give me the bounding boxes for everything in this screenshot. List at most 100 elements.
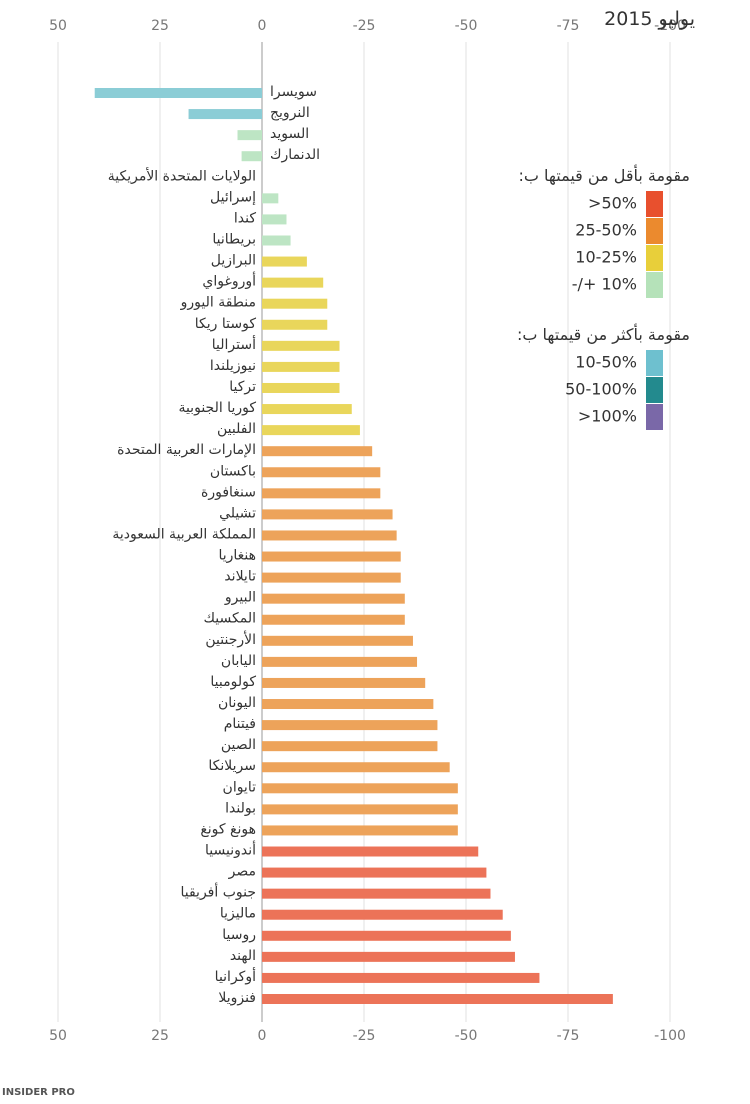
bar: [262, 656, 418, 667]
legend-label: -/+ 10%: [572, 275, 637, 294]
category-label: المكسيك: [204, 611, 257, 627]
category-label: جنوب أفريقيا: [180, 883, 256, 901]
x-tick-label-bottom: 50: [49, 1028, 67, 1044]
bar: [262, 361, 340, 372]
x-tick-label-bottom: -50: [455, 1028, 478, 1044]
category-label: الفلبين: [217, 421, 256, 437]
bar: [262, 509, 393, 520]
category-label: السويد: [270, 126, 309, 142]
bar: [262, 572, 401, 583]
chart-title: يوليو 2015: [604, 8, 695, 30]
x-tick-label-bottom: -25: [353, 1028, 376, 1044]
legend-swatch: [646, 272, 663, 298]
legend-label: 50-100%: [565, 380, 637, 399]
legend-label: >100%: [578, 407, 637, 426]
legend-title: مقومة بأكثر من قيمتها ب:: [516, 325, 690, 344]
category-label: أوكرانيا: [215, 967, 256, 985]
bar: [262, 551, 401, 562]
bar: [262, 488, 381, 499]
bar: [262, 193, 279, 204]
category-label: بولندا: [225, 800, 256, 816]
bar: [262, 635, 413, 646]
bar: [262, 951, 515, 962]
x-tick-label-top: -50: [455, 18, 478, 34]
source: INSIDER PRO: [2, 1087, 75, 1098]
bar: [241, 151, 262, 162]
bar: [262, 340, 340, 351]
category-label: تايوان: [223, 779, 257, 795]
category-label: كندا: [234, 210, 256, 226]
category-label: الهند: [230, 948, 256, 964]
bar: [262, 762, 450, 773]
bar: [262, 825, 458, 836]
legend-swatch: [646, 245, 663, 271]
bar: [262, 930, 511, 941]
category-label: اليابان: [221, 653, 256, 669]
bar: [262, 214, 287, 225]
bar: [262, 909, 503, 920]
category-label: الولايات المتحدة الأمريكية: [108, 166, 256, 184]
legend-label: >50%: [588, 194, 637, 213]
bar: [188, 109, 262, 120]
bar: [262, 277, 324, 288]
bar: [262, 298, 328, 309]
bar: [262, 319, 328, 330]
category-label: الصين: [221, 737, 256, 753]
x-tick-label-top: 50: [49, 18, 67, 34]
category-label: المملكة العربية السعودية: [112, 526, 256, 542]
category-label: تركيا: [229, 379, 256, 395]
category-label: نيوزيلندا: [210, 358, 256, 374]
bar: [262, 699, 434, 710]
bar: [262, 846, 479, 857]
x-tick-label-bottom: -100: [654, 1028, 686, 1044]
legend-title: مقومة بأقل من قيمتها ب:: [518, 166, 690, 185]
category-label: أستراليا: [212, 335, 256, 353]
bar: [262, 867, 487, 878]
legend-swatch: [646, 218, 663, 244]
legend-swatch: [646, 350, 663, 376]
category-label: هنغاريا: [218, 548, 256, 564]
bar: [262, 425, 360, 436]
bar: [262, 530, 397, 541]
category-label: البرازيل: [211, 253, 256, 269]
x-tick-label-top: -25: [353, 18, 376, 34]
bar: [262, 677, 426, 688]
category-label: أندونيسيا: [205, 841, 256, 859]
category-label: كولومبيا: [210, 674, 256, 690]
category-label: النرويج: [270, 105, 310, 121]
x-tick-label-top: 0: [258, 18, 267, 34]
legend-swatch: [646, 377, 663, 403]
bar: [262, 256, 307, 267]
bar: [262, 804, 458, 815]
x-tick-label-top: 25: [151, 18, 169, 34]
bar: [237, 130, 262, 141]
legend-swatch: [646, 404, 663, 430]
category-label: سريلانكا: [208, 758, 256, 774]
category-label: كوستا ريكا: [195, 316, 257, 332]
x-tick-label-bottom: 25: [151, 1028, 169, 1044]
category-label: ماليزيا: [220, 906, 256, 922]
category-label: منطقة اليورو: [180, 295, 256, 311]
category-label: كوريا الجنوبية: [178, 400, 256, 416]
bar: [262, 404, 352, 415]
category-label: الإمارات العربية المتحدة: [117, 442, 256, 458]
category-label: سويسرا: [270, 84, 317, 100]
category-label: إسرائيل: [210, 189, 256, 205]
bar: [262, 994, 613, 1004]
category-label: باكستان: [210, 463, 256, 479]
bar: [262, 382, 340, 393]
x-tick-label-top: -100: [654, 18, 686, 34]
bar: [94, 88, 262, 98]
bar: [262, 235, 291, 246]
category-label: أوروغواي: [202, 272, 256, 290]
bar: [262, 593, 405, 604]
bar: [262, 741, 438, 752]
category-label: روسيا: [222, 927, 256, 943]
legend-swatch: [646, 191, 663, 217]
bar: [262, 720, 438, 731]
x-tick-label-bottom: -75: [557, 1028, 580, 1044]
category-label: بريطانيا: [212, 231, 256, 247]
category-label: سنغافورة: [201, 484, 256, 500]
